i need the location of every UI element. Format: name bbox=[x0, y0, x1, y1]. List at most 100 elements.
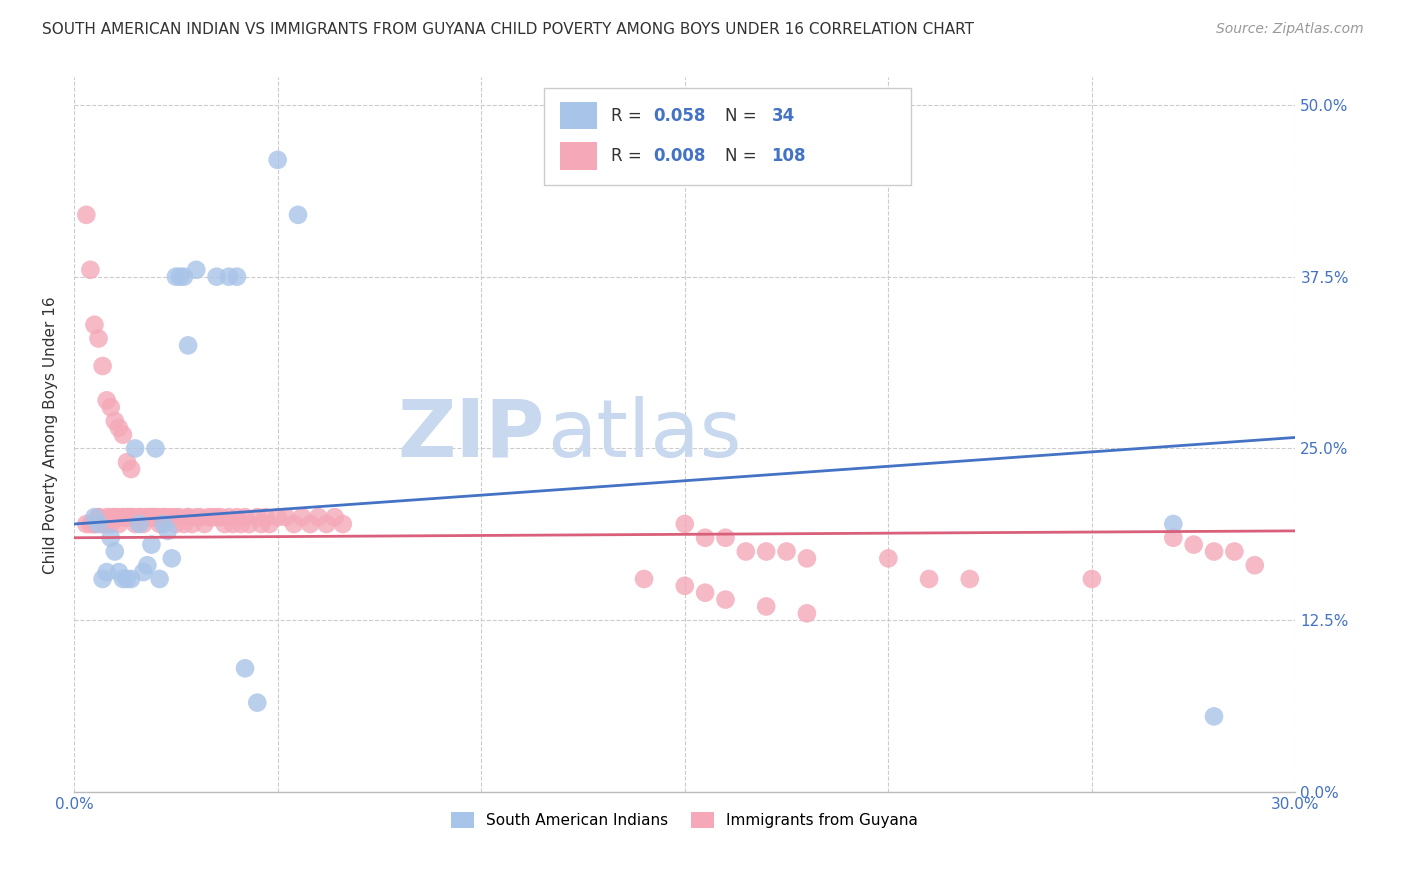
Point bbox=[254, 510, 277, 524]
Point bbox=[145, 510, 167, 524]
Point bbox=[108, 565, 131, 579]
Point bbox=[132, 510, 155, 524]
Point bbox=[115, 572, 138, 586]
Point bbox=[299, 516, 322, 531]
Point bbox=[959, 572, 981, 586]
Point bbox=[218, 510, 240, 524]
Point bbox=[87, 510, 110, 524]
Text: SOUTH AMERICAN INDIAN VS IMMIGRANTS FROM GUYANA CHILD POVERTY AMONG BOYS UNDER 1: SOUTH AMERICAN INDIAN VS IMMIGRANTS FROM… bbox=[42, 22, 974, 37]
Point bbox=[145, 442, 167, 456]
Point bbox=[87, 332, 110, 346]
Point bbox=[120, 572, 142, 586]
Point bbox=[177, 510, 200, 524]
Point bbox=[165, 516, 187, 531]
Point bbox=[96, 510, 118, 524]
Point bbox=[75, 516, 97, 531]
Point bbox=[120, 510, 142, 524]
Text: R =: R = bbox=[612, 107, 648, 125]
Point bbox=[124, 516, 146, 531]
FancyBboxPatch shape bbox=[560, 143, 596, 169]
Point bbox=[136, 558, 159, 573]
Text: ZIP: ZIP bbox=[396, 396, 544, 474]
Text: 34: 34 bbox=[772, 107, 794, 125]
Point bbox=[205, 510, 228, 524]
Point bbox=[149, 572, 172, 586]
Point bbox=[115, 510, 138, 524]
Point bbox=[266, 153, 288, 167]
Point bbox=[222, 516, 245, 531]
Point bbox=[165, 510, 187, 524]
Point bbox=[75, 208, 97, 222]
Point bbox=[266, 510, 288, 524]
Point bbox=[877, 551, 900, 566]
Point bbox=[111, 427, 134, 442]
Point bbox=[100, 531, 122, 545]
Point bbox=[96, 565, 118, 579]
Point bbox=[115, 510, 138, 524]
Point bbox=[83, 318, 105, 332]
Point bbox=[145, 510, 167, 524]
Point bbox=[132, 516, 155, 531]
Point bbox=[734, 544, 756, 558]
Point bbox=[796, 551, 818, 566]
Point bbox=[714, 531, 737, 545]
Point bbox=[1202, 709, 1225, 723]
Point bbox=[108, 510, 131, 524]
Point bbox=[246, 510, 269, 524]
Point bbox=[115, 455, 138, 469]
Point bbox=[149, 510, 172, 524]
Point bbox=[100, 516, 122, 531]
Point bbox=[165, 269, 187, 284]
Point bbox=[104, 544, 127, 558]
Point bbox=[169, 269, 191, 284]
Point bbox=[91, 572, 114, 586]
Point bbox=[120, 462, 142, 476]
Point bbox=[120, 510, 142, 524]
Text: N =: N = bbox=[725, 147, 762, 165]
Point bbox=[287, 208, 309, 222]
Point bbox=[283, 516, 305, 531]
Point bbox=[250, 516, 273, 531]
Point bbox=[96, 516, 118, 531]
Point bbox=[136, 510, 159, 524]
Point bbox=[1243, 558, 1265, 573]
Point bbox=[124, 510, 146, 524]
Point bbox=[238, 516, 260, 531]
Point bbox=[141, 538, 163, 552]
Point bbox=[87, 510, 110, 524]
Point bbox=[755, 599, 778, 614]
Point bbox=[332, 516, 354, 531]
Point bbox=[128, 516, 150, 531]
Point bbox=[1202, 544, 1225, 558]
Point bbox=[226, 510, 249, 524]
Point bbox=[91, 516, 114, 531]
Point bbox=[226, 269, 249, 284]
Point bbox=[1163, 531, 1185, 545]
Point bbox=[160, 510, 183, 524]
Point bbox=[673, 579, 696, 593]
Point bbox=[156, 510, 179, 524]
Point bbox=[177, 510, 200, 524]
Point bbox=[152, 516, 174, 531]
Point bbox=[83, 510, 105, 524]
Point bbox=[128, 510, 150, 524]
Point bbox=[177, 338, 200, 352]
Point bbox=[136, 510, 159, 524]
Point bbox=[209, 510, 232, 524]
Point bbox=[83, 516, 105, 531]
Point bbox=[918, 572, 941, 586]
Point bbox=[100, 510, 122, 524]
Point bbox=[91, 359, 114, 373]
Point bbox=[79, 516, 101, 531]
Point bbox=[111, 510, 134, 524]
FancyBboxPatch shape bbox=[560, 103, 596, 129]
Point bbox=[100, 401, 122, 415]
Point bbox=[186, 262, 208, 277]
Point bbox=[796, 607, 818, 621]
Legend: South American Indians, Immigrants from Guyana: South American Indians, Immigrants from … bbox=[446, 806, 925, 834]
Point bbox=[633, 572, 655, 586]
Point bbox=[104, 414, 127, 428]
Point bbox=[104, 510, 127, 524]
Point bbox=[91, 516, 114, 531]
Point bbox=[246, 696, 269, 710]
